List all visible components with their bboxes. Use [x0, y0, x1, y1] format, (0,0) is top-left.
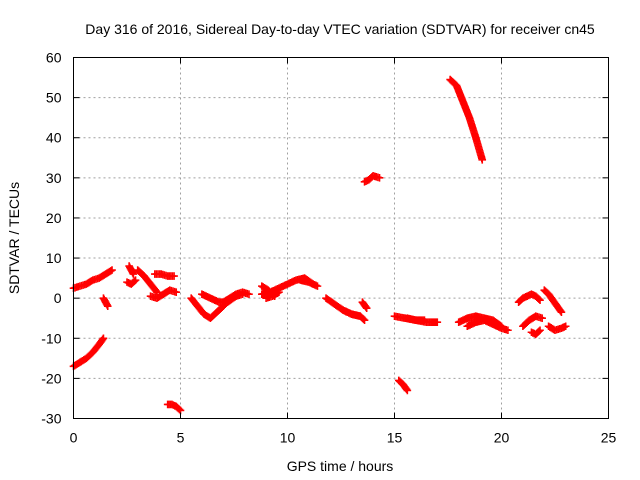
series-arc-31: [544, 322, 570, 335]
data-point: [129, 270, 138, 278]
y-tick-label: 0: [54, 290, 62, 306]
series-arc-24: [446, 75, 487, 164]
series-arc-18: [339, 306, 365, 321]
x-tick-label: 5: [177, 430, 185, 446]
data-points: [69, 75, 570, 415]
data-point: [536, 326, 544, 335]
series-arc-9: [163, 400, 185, 415]
y-tick-label: 30: [46, 170, 62, 186]
x-tick-label: 15: [387, 430, 403, 446]
data-point: [313, 282, 322, 290]
y-tick-labels: -30 -20 -10 0 10 20 30 40 50 60: [41, 50, 61, 427]
data-point: [536, 296, 544, 304]
data-point: [557, 308, 566, 317]
y-tick-label: -20: [41, 370, 61, 386]
data-point: [275, 288, 283, 296]
series-arc-5: [125, 262, 138, 278]
data-point: [245, 290, 253, 298]
data-point: [538, 314, 546, 323]
x-tick-labels: 0 5 10 15 20 25: [70, 430, 617, 446]
data-point: [504, 326, 512, 335]
series-arc-23: [403, 314, 429, 325]
y-tick-label: -10: [41, 330, 61, 346]
data-point: [108, 266, 116, 274]
series-arc-6: [133, 266, 161, 296]
series-arc-2: [69, 334, 108, 371]
data-point: [375, 174, 384, 182]
data-point: [175, 405, 184, 414]
series-arc-1: [69, 266, 116, 292]
series-arc-8: [146, 286, 181, 302]
data-point: [356, 312, 365, 321]
series-arc-21: [394, 376, 412, 395]
series-arc-26: [463, 316, 512, 335]
grid-lines: [73, 57, 609, 419]
y-tick-label: -30: [41, 411, 61, 427]
data-point: [131, 276, 140, 284]
data-point: [172, 288, 181, 296]
data-point: [535, 295, 543, 303]
series-arc-30: [540, 286, 566, 317]
series-arc-15: [262, 288, 283, 302]
data-point: [420, 316, 429, 325]
series-arc-20: [360, 172, 384, 186]
data-point: [561, 322, 570, 331]
x-tick-label: 20: [494, 430, 510, 446]
y-tick-label: 20: [46, 210, 62, 226]
data-point: [170, 272, 178, 280]
series-arc-27: [514, 290, 544, 306]
x-tick-label: 0: [70, 430, 78, 446]
data-point: [535, 327, 543, 336]
data-point: [152, 287, 160, 295]
x-tick-label: 10: [280, 430, 296, 446]
series-arc-3: [99, 294, 112, 310]
data-point: [359, 315, 368, 324]
y-tick-label: 10: [46, 250, 62, 266]
series-arc-19: [358, 298, 371, 312]
y-tick-label: 60: [46, 50, 62, 66]
y-tick-label: 50: [46, 90, 62, 106]
y-tick-label: 40: [46, 130, 62, 146]
series-arc-29: [527, 326, 544, 339]
data-point: [153, 288, 161, 296]
series-arc-10: [187, 294, 228, 323]
data-point: [99, 334, 108, 343]
data-point: [433, 318, 442, 327]
data-point: [478, 155, 487, 164]
axis-ticks: [73, 57, 609, 419]
series-arc-7: [151, 270, 178, 280]
series-arc-16: [296, 276, 322, 290]
x-axis-label: GPS time / hours: [287, 458, 394, 474]
chart-title: Day 316 of 2016, Sidereal Day-to-day VTE…: [85, 21, 595, 37]
series-arc-12: [219, 288, 253, 306]
plot-frame: [73, 57, 609, 419]
data-point: [176, 406, 185, 415]
data-point: [103, 302, 112, 310]
x-tick-label: 25: [601, 430, 617, 446]
y-axis-label: SDTVAR / TECUs: [6, 182, 22, 294]
data-point: [403, 386, 412, 395]
series-arc-28: [519, 312, 546, 331]
data-point: [360, 316, 369, 325]
data-point: [362, 304, 371, 312]
series-arc-4: [123, 276, 140, 288]
data-point: [130, 277, 139, 285]
